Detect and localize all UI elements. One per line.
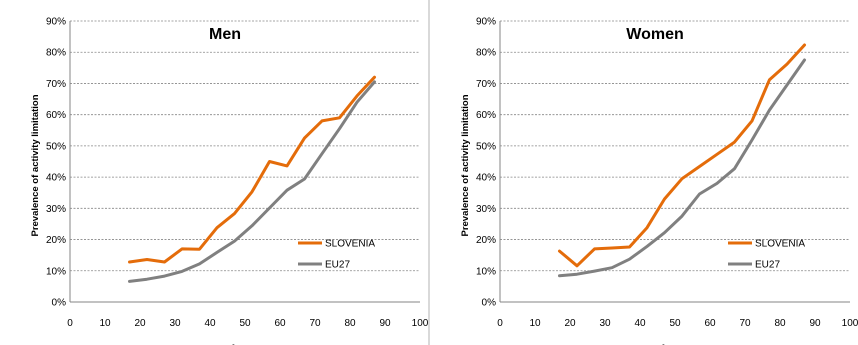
x-tick-label: 100 (412, 318, 428, 329)
y-tick-label: 80% (476, 48, 496, 59)
chart-title: Women (626, 26, 683, 43)
series-line-slovenia (128, 75, 376, 264)
x-tick-label: 40 (204, 318, 216, 329)
y-axis-title: Prevalence of activity limitation (460, 94, 471, 236)
y-tick-label: 30% (476, 204, 496, 215)
x-tick-label: 10 (529, 318, 541, 329)
series-line-eu27 (128, 80, 376, 283)
x-tick-label: 90 (379, 318, 391, 329)
x-tick-label: 20 (564, 318, 576, 329)
legend-label-slovenia: SLOVENIA (325, 239, 375, 250)
x-tick-label: 90 (809, 318, 821, 329)
y-tick-label: 10% (46, 266, 66, 277)
chart-panel-women: 0% 10% 20% 30% 40% 50% 60% 70% 80% 90% 0 10 20 30 40 50… (430, 0, 858, 345)
x-tick-label: 10 (99, 318, 111, 329)
y-tick-label: 70% (476, 79, 496, 90)
y-tick-label: 70% (46, 79, 66, 90)
y-tick-label: 40% (476, 173, 496, 184)
y-tick-label: 40% (46, 173, 66, 184)
x-tick-label: 60 (274, 318, 286, 329)
series-line-eu27 (558, 58, 806, 278)
series-line-slovenia (558, 43, 806, 268)
x-tick-label: 70 (309, 318, 321, 329)
y-tick-label: 20% (46, 235, 66, 246)
x-tick-label: 30 (599, 318, 611, 329)
y-tick-label: 30% (46, 204, 66, 215)
y-tick-label: 20% (476, 235, 496, 246)
y-tick-label: 80% (46, 48, 66, 59)
x-tick-label: 60 (704, 318, 716, 329)
x-axis-title: Age (230, 343, 248, 345)
x-tick-label: 70 (739, 318, 751, 329)
x-tick-label: 0 (497, 318, 503, 329)
line-chart-men: 0% 10% 20% 30% 40% 50% 60% 70% 80% 90% 0 10 20 30 40 50… (30, 17, 428, 345)
y-tick-label: 0% (482, 298, 497, 309)
chart-panel-men: 0% 10% 20% 30% 40% 50% 60% 70% 80% 90% 0 10 20 30 40 50… (0, 0, 428, 345)
x-tick-label: 30 (169, 318, 181, 329)
legend-label-eu27: EU27 (755, 260, 780, 271)
x-tick-label: 50 (239, 318, 251, 329)
x-tick-label: 20 (134, 318, 146, 329)
legend-label-slovenia: SLOVENIA (755, 239, 805, 250)
y-tick-label: 50% (46, 141, 66, 152)
y-tick-label: 0% (52, 298, 67, 309)
x-tick-label: 80 (774, 318, 786, 329)
x-tick-label: 80 (344, 318, 356, 329)
x-tick-label: 100 (842, 318, 858, 329)
legend-label-eu27: EU27 (325, 260, 350, 271)
x-tick-label: 50 (669, 318, 681, 329)
y-tick-label: 50% (476, 141, 496, 152)
y-tick-label: 90% (476, 17, 496, 28)
panel-divider (428, 0, 430, 345)
y-tick-label: 90% (46, 17, 66, 28)
chart-title: Men (209, 26, 241, 43)
y-axis-title: Prevalence of activity limitation (30, 94, 41, 236)
y-tick-label: 60% (476, 110, 496, 121)
y-tick-label: 10% (476, 266, 496, 277)
line-chart-women: 0% 10% 20% 30% 40% 50% 60% 70% 80% 90% 0 10 20 30 40 50… (460, 17, 858, 345)
y-tick-label: 60% (46, 110, 66, 121)
x-tick-label: 0 (67, 318, 73, 329)
x-tick-label: 40 (634, 318, 646, 329)
x-axis-title: Age (660, 343, 678, 345)
